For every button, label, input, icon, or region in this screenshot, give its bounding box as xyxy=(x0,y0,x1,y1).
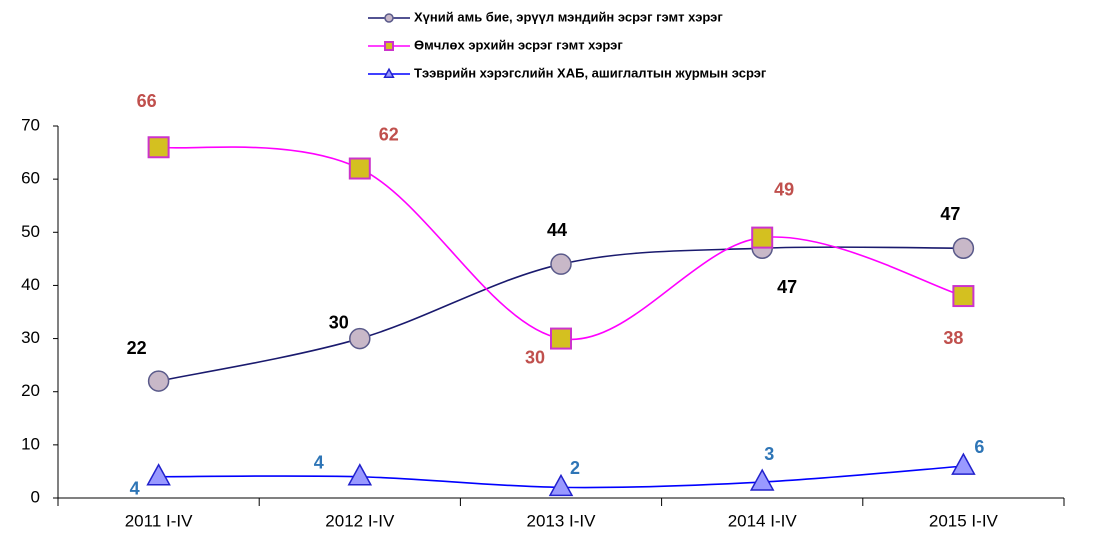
data-label: 30 xyxy=(525,347,545,367)
marker xyxy=(749,468,775,491)
marker xyxy=(147,136,170,159)
data-label: 62 xyxy=(379,124,399,144)
data-label: 22 xyxy=(127,338,147,358)
series-line xyxy=(158,146,964,341)
marker xyxy=(952,237,975,259)
marker xyxy=(349,327,371,350)
y-tick-label: 40 xyxy=(21,275,40,294)
marker xyxy=(348,157,371,180)
y-tick-label: 30 xyxy=(21,328,40,347)
data-label: 44 xyxy=(547,220,567,240)
y-tick-label: 50 xyxy=(21,222,40,241)
data-label: 30 xyxy=(329,312,349,332)
data-label: 47 xyxy=(940,204,960,224)
data-label: 4 xyxy=(314,452,324,472)
data-label: 49 xyxy=(774,179,794,199)
x-tick-label: 2014 I-IV xyxy=(728,511,798,530)
y-tick-label: 70 xyxy=(21,115,40,134)
marker xyxy=(548,473,574,497)
marker xyxy=(952,285,975,308)
data-label: 47 xyxy=(777,277,797,297)
y-tick-label: 0 xyxy=(31,487,40,506)
x-tick-label: 2013 I-IV xyxy=(527,511,597,530)
x-tick-label: 2015 I-IV xyxy=(929,511,999,530)
y-tick-label: 20 xyxy=(21,381,40,400)
x-tick-label: 2011 I-IV xyxy=(125,511,193,530)
marker xyxy=(347,463,373,486)
marker xyxy=(384,13,394,23)
marker xyxy=(550,253,572,275)
marker xyxy=(147,370,170,392)
data-label: 4 xyxy=(130,478,140,498)
marker xyxy=(146,463,171,486)
data-label: 66 xyxy=(137,91,157,111)
marker xyxy=(383,67,395,78)
x-tick-label: 2012 I-IV xyxy=(325,511,395,530)
marker xyxy=(951,452,976,475)
data-label: 2 xyxy=(570,458,580,478)
marker xyxy=(384,41,394,51)
data-label: 3 xyxy=(764,444,774,464)
data-label: 38 xyxy=(943,328,963,348)
legend-label: Хүний амь бие, эрүүл мэндийн эсрэг гэмт … xyxy=(414,9,723,24)
marker xyxy=(751,226,774,249)
marker xyxy=(550,327,572,350)
legend-label: Өмчлөх эрхийн эсрэг гэмт хэрэг xyxy=(414,37,623,52)
y-tick-label: 60 xyxy=(21,169,40,188)
data-label: 6 xyxy=(974,437,984,457)
legend-label: Тээврийн хэрэгслийн ХАБ, ашиглалтын журм… xyxy=(414,65,767,80)
y-tick-label: 10 xyxy=(21,434,40,453)
